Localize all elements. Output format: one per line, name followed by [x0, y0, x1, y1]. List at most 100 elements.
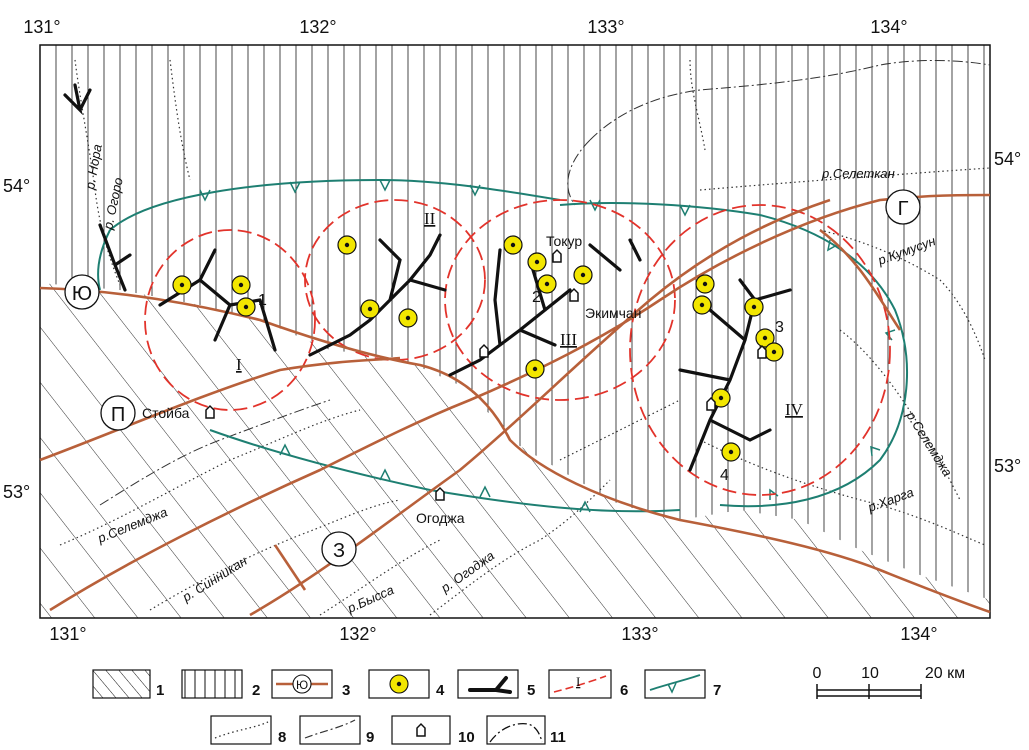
lat-left-54: 54° [3, 176, 30, 196]
deposit [573, 265, 593, 285]
legend-label-10: 10 [458, 729, 475, 746]
green-tick [289, 181, 301, 194]
green-tick [379, 179, 391, 192]
green-zone-east [559, 202, 908, 508]
fault-kumusun [819, 228, 902, 331]
deposit [527, 252, 547, 272]
block-markers: Ю П З Г [64, 189, 921, 567]
green-ticks [199, 179, 896, 513]
legend-vein-symbol [468, 676, 512, 694]
zone-I-label: I [236, 355, 242, 374]
green-tick [589, 199, 601, 212]
boundary-west [99, 399, 331, 506]
block-yu-label: Ю [72, 283, 92, 305]
river-north-line [169, 59, 191, 181]
river-nora-line [74, 59, 121, 286]
block-yu-circle [64, 274, 100, 310]
settlement-icon [479, 343, 489, 358]
vein-w [98, 223, 132, 292]
lon-bottom-131: 131° [49, 624, 86, 644]
legend-label-8: 8 [278, 729, 286, 746]
lon-top-134: 134° [870, 17, 907, 37]
river-byssa-line [319, 539, 441, 616]
lon-top-133: 133° [587, 17, 624, 37]
legend-swatch-1 [92, 669, 151, 699]
deposits [172, 235, 784, 462]
scale-bar: 0 10 20 км [813, 665, 965, 699]
block-g-circle [885, 189, 921, 225]
scale-label-10: 10 [861, 665, 879, 682]
block-g-label: Г [898, 198, 909, 220]
green-zones [97, 178, 908, 513]
vein-nw [63, 83, 92, 115]
label-ekimchan: Экимчан [585, 305, 641, 321]
deposit [236, 297, 256, 317]
legend-green-line [649, 674, 701, 691]
legend-label-9: 9 [366, 729, 374, 746]
legend-settlement-icon [416, 722, 426, 737]
green-tick [199, 189, 211, 202]
legend-deposit-dot [396, 681, 402, 687]
point-labels: 1 2 3 4 [258, 289, 784, 484]
settlement-tokur-icon [552, 248, 562, 263]
deposit [503, 235, 523, 255]
coordinate-labels: 131° 132° 133° 134° 131° 132° 133° 134° … [3, 17, 1021, 644]
legend-ore-zone-line [553, 675, 607, 693]
zone-II-label: II [424, 209, 436, 228]
zone-IV-label: IV [785, 400, 804, 419]
deposit [398, 308, 418, 328]
lon-bottom-132: 132° [339, 624, 376, 644]
lon-top-131: 131° [23, 17, 60, 37]
boundary-north [589, 59, 991, 141]
block-p-circle [100, 395, 136, 431]
legend-block-circle [292, 674, 312, 694]
rivers [59, 59, 991, 616]
settlement-ekimchan-icon [569, 287, 579, 302]
legend-label-2: 2 [252, 682, 260, 699]
legend-swatch-2 [181, 669, 243, 699]
green-tick [679, 204, 691, 217]
green-tick [379, 468, 391, 481]
block-z-circle [321, 531, 357, 567]
fault-main [39, 286, 991, 614]
settlement-stoyba-icon [205, 404, 215, 419]
settlement-icon [706, 396, 716, 411]
legend-block-letter: Ю [296, 678, 308, 692]
scale-label-20: 20 км [925, 665, 965, 682]
lat-right-54: 54° [994, 149, 1021, 169]
legend-green-tick [667, 682, 677, 694]
lon-top-132: 132° [299, 17, 336, 37]
deposit [172, 275, 192, 295]
label-tokur: Токур [546, 233, 582, 249]
deposit [537, 274, 557, 294]
deposit [231, 275, 251, 295]
deposit [695, 274, 715, 294]
deposit [337, 235, 357, 255]
legend-label-7: 7 [713, 682, 721, 699]
deposit [764, 342, 784, 362]
block-p-label: П [111, 404, 125, 426]
deposit [755, 328, 775, 348]
zone-III-label: III [560, 330, 577, 349]
legend: 1 2 Ю 3 4 5 I 6 7 8 9 10 11 [92, 669, 721, 746]
legend-river-line [214, 721, 269, 739]
label-stoyba: Стойба [142, 405, 190, 421]
green-tick [479, 485, 491, 498]
river-north2-line [689, 59, 706, 151]
ore-zone-I [144, 229, 316, 411]
legend-roman-sample: I [576, 674, 580, 689]
green-zone-west [97, 229, 111, 291]
settlement-icons [205, 248, 767, 501]
lon-bottom-133: 133° [621, 624, 658, 644]
green-tick [579, 500, 591, 513]
green-tick [279, 443, 291, 456]
green-zone-south [209, 429, 681, 513]
fault-stoyba [39, 356, 401, 462]
ore-zone-III [444, 199, 676, 401]
ore-zones [144, 199, 891, 496]
vein-zone3 [448, 248, 572, 377]
river-selemdzha-w-line [59, 409, 361, 546]
legend-boundary-line [304, 719, 356, 739]
boundaries [99, 59, 991, 506]
